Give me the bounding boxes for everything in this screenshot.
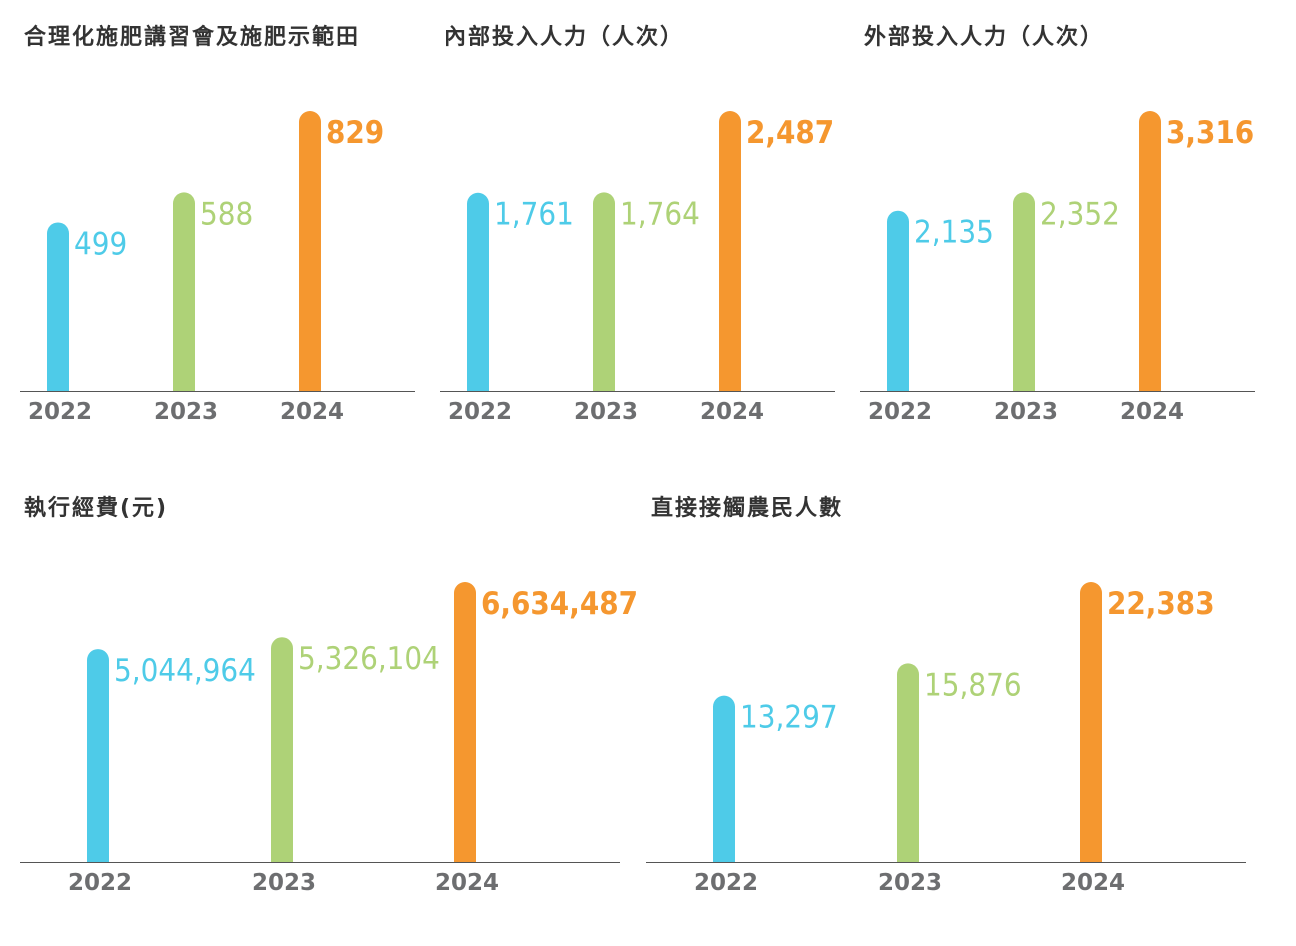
x-tick-label-2022: 2022 [68, 870, 132, 896]
bar-2022 [87, 649, 109, 862]
bar-2023 [593, 192, 615, 391]
bar-2024 [454, 582, 476, 862]
value-label-2022: 1,761 [494, 197, 574, 233]
value-label-2022: 13,297 [740, 700, 838, 736]
x-tick-label-2024: 2024 [280, 399, 344, 425]
value-label-2023: 1,764 [620, 196, 700, 232]
bar-2024 [719, 111, 741, 391]
chart-title: 直接接觸農民人數 [651, 495, 843, 521]
x-tick-label-2022: 2022 [694, 870, 758, 896]
value-label-2024: 829 [326, 115, 384, 151]
x-tick-label-2022: 2022 [868, 399, 932, 425]
bar-2023 [897, 663, 919, 862]
bar-2022 [887, 210, 909, 391]
bar-2022 [47, 222, 69, 391]
value-label-2023: 588 [200, 196, 253, 232]
x-tick-label-2024: 2024 [700, 399, 764, 425]
bar-2023 [173, 192, 195, 391]
chart-title: 執行經費(元) [24, 495, 168, 521]
bar-2023 [1013, 192, 1035, 391]
x-tick-label-2023: 2023 [252, 870, 316, 896]
chart-title: 內部投入人力（人次） [444, 24, 684, 50]
x-tick-label-2023: 2023 [574, 399, 638, 425]
x-tick-label-2022: 2022 [448, 399, 512, 425]
bar-2024 [1080, 582, 1102, 862]
bar-2023 [271, 637, 293, 862]
value-label-2022: 499 [74, 226, 127, 262]
chart-panel-2: 內部投入人力（人次） 1,761 2022 1,764 2023 2,487 2024 [440, 24, 835, 425]
value-label-2024: 2,487 [746, 115, 834, 151]
bar-2024 [1139, 111, 1161, 391]
chart-title: 外部投入人力（人次） [864, 24, 1104, 50]
chart-panel-3: 外部投入人力（人次） 2,135 2022 2,352 2023 3,316 2024 [860, 24, 1255, 425]
x-tick-label-2023: 2023 [154, 399, 218, 425]
x-tick-label-2024: 2024 [1120, 399, 1184, 425]
chart-panel-5: 直接接觸農民人數 13,297 2022 15,876 2023 22,383 2024 [646, 495, 1246, 896]
bar-2022 [713, 695, 735, 862]
chart-panel-1: 合理化施肥講習會及施肥示範田 499 2022 588 2023 829 2024 [20, 24, 415, 425]
x-tick-label-2022: 2022 [28, 399, 92, 425]
x-tick-label-2023: 2023 [994, 399, 1058, 425]
x-tick-label-2023: 2023 [878, 870, 942, 896]
value-label-2023: 15,876 [924, 667, 1022, 703]
chart-panel-4: 執行經費(元) 5,044,964 2022 5,326,104 2023 6,634,4… [20, 495, 638, 896]
value-label-2022: 2,135 [914, 215, 994, 251]
x-tick-label-2024: 2024 [1061, 870, 1125, 896]
chart-title: 合理化施肥講習會及施肥示範田 [24, 24, 360, 50]
value-label-2024: 22,383 [1107, 586, 1215, 622]
value-label-2023: 2,352 [1040, 196, 1120, 232]
value-label-2024: 6,634,487 [481, 586, 638, 622]
x-tick-label-2024: 2024 [435, 870, 499, 896]
value-label-2024: 3,316 [1166, 115, 1254, 151]
value-label-2023: 5,326,104 [298, 641, 440, 677]
bar-2022 [467, 192, 489, 391]
value-label-2022: 5,044,964 [114, 653, 256, 689]
bar-2024 [299, 111, 321, 391]
